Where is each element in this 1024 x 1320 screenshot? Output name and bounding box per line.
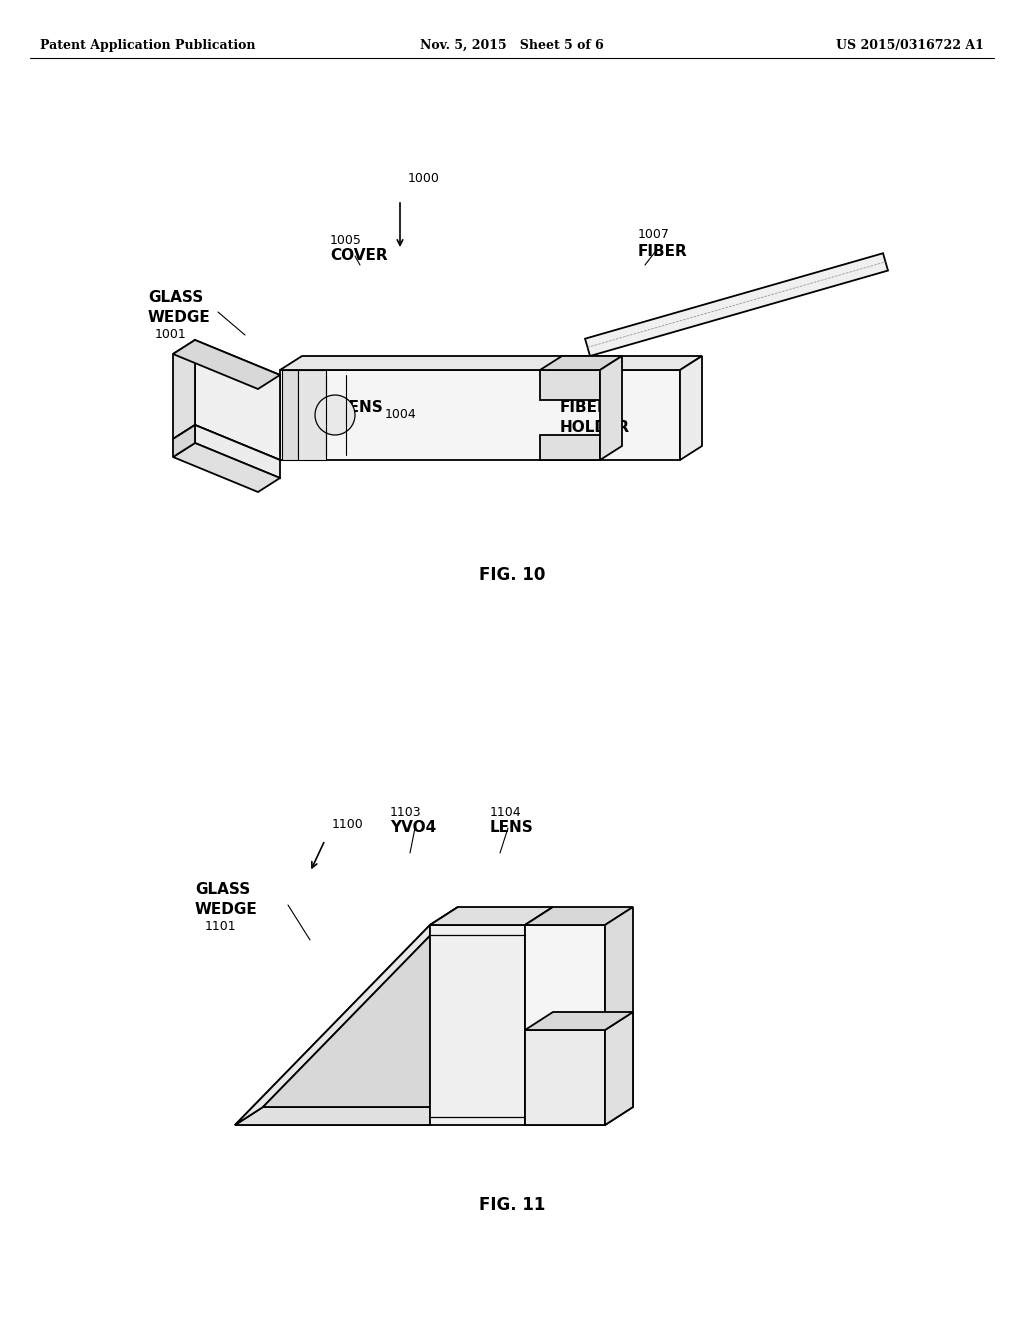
Text: COVER: COVER — [330, 248, 388, 264]
Polygon shape — [525, 1012, 633, 1030]
Polygon shape — [430, 907, 553, 925]
Text: 1005: 1005 — [330, 234, 361, 247]
Text: YVO4: YVO4 — [290, 408, 336, 422]
Text: GLASS: GLASS — [195, 883, 250, 898]
Polygon shape — [585, 253, 888, 356]
Polygon shape — [280, 370, 680, 459]
Text: GLASS: GLASS — [148, 290, 203, 305]
Text: WEDGE: WEDGE — [195, 902, 258, 916]
Text: 1102: 1102 — [565, 1048, 597, 1060]
Text: 1002: 1002 — [230, 428, 262, 441]
Polygon shape — [605, 1012, 633, 1125]
Polygon shape — [234, 907, 458, 1125]
Text: 1103: 1103 — [390, 805, 422, 818]
Polygon shape — [540, 436, 600, 459]
Polygon shape — [234, 925, 430, 1125]
Polygon shape — [173, 444, 280, 492]
Text: FIG. 11: FIG. 11 — [479, 1196, 545, 1214]
Polygon shape — [600, 356, 622, 459]
Polygon shape — [525, 925, 605, 1125]
Text: FIBER: FIBER — [638, 244, 688, 260]
Text: US 2015/0316722 A1: US 2015/0316722 A1 — [837, 38, 984, 51]
Polygon shape — [525, 907, 553, 1125]
Polygon shape — [234, 1107, 458, 1125]
Text: HOLDER: HOLDER — [560, 420, 630, 434]
Polygon shape — [680, 356, 702, 459]
Circle shape — [315, 395, 355, 436]
Polygon shape — [173, 341, 280, 389]
Polygon shape — [173, 341, 195, 440]
Text: LENS: LENS — [340, 400, 384, 416]
Polygon shape — [280, 356, 702, 370]
Text: FIBER: FIBER — [560, 400, 609, 416]
Text: 1104: 1104 — [490, 805, 521, 818]
Text: 1007: 1007 — [638, 228, 670, 242]
Polygon shape — [195, 341, 280, 459]
Polygon shape — [173, 425, 280, 474]
Text: 1100: 1100 — [332, 818, 364, 832]
Text: 1000: 1000 — [408, 172, 440, 185]
Text: 1003: 1003 — [295, 428, 327, 441]
Text: YVO4: YVO4 — [390, 821, 436, 836]
Polygon shape — [605, 907, 633, 1125]
Text: 1004: 1004 — [385, 408, 417, 421]
Polygon shape — [263, 907, 458, 1107]
Text: 1001: 1001 — [155, 329, 186, 342]
Text: 1101: 1101 — [205, 920, 237, 933]
Text: Nov. 5, 2015   Sheet 5 of 6: Nov. 5, 2015 Sheet 5 of 6 — [420, 38, 604, 51]
Polygon shape — [525, 907, 633, 925]
Text: FIG. 10: FIG. 10 — [479, 566, 545, 583]
Text: 1006: 1006 — [570, 438, 602, 451]
Polygon shape — [525, 1030, 605, 1125]
Text: WEDGE: WEDGE — [148, 309, 211, 325]
Polygon shape — [540, 370, 600, 400]
Text: HWP: HWP — [225, 408, 266, 422]
Polygon shape — [298, 370, 326, 459]
Polygon shape — [430, 907, 458, 1125]
Polygon shape — [430, 925, 525, 1125]
Polygon shape — [195, 425, 280, 478]
Text: LENS: LENS — [490, 821, 534, 836]
Text: Patent Application Publication: Patent Application Publication — [40, 38, 256, 51]
Text: HWP: HWP — [560, 1027, 601, 1043]
Polygon shape — [540, 356, 622, 370]
Polygon shape — [173, 425, 195, 457]
Polygon shape — [282, 370, 298, 459]
